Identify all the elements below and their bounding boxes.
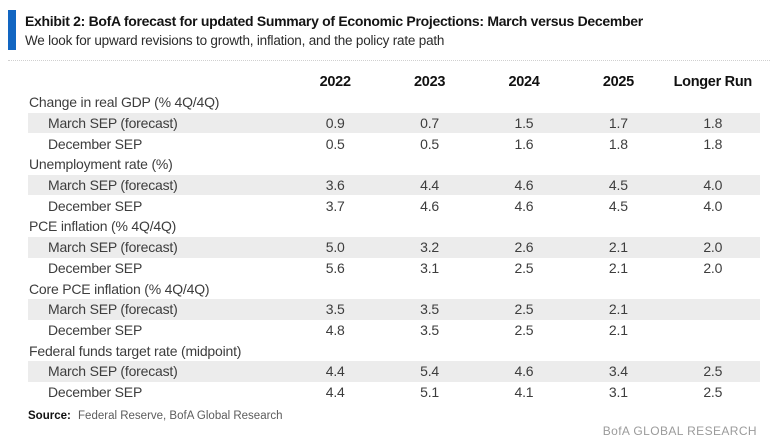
data-cell: 3.1 <box>608 383 628 400</box>
exhibit-header: Exhibit 2: BofA forecast for updated Sum… <box>8 10 643 50</box>
data-cell: 2.5 <box>703 363 723 380</box>
table-row: December SEP 4.4 5.1 4.1 3.1 2.5 <box>28 382 760 403</box>
data-cell: 4.6 <box>514 197 534 214</box>
row-label: March SEP (forecast) <box>48 363 178 380</box>
source-line: Source: Federal Reserve, BofA Global Res… <box>28 410 283 422</box>
table-row: March SEP (forecast) 3.5 3.5 2.5 2.1 <box>28 298 760 320</box>
data-cell: 4.4 <box>325 383 345 400</box>
row-label: March SEP (forecast) <box>48 115 178 132</box>
data-cell: 5.6 <box>325 259 345 276</box>
data-cell: 0.7 <box>420 115 440 132</box>
table-row: March SEP (forecast) 3.6 4.4 4.6 4.5 4.0 <box>28 174 760 196</box>
data-cell: 1.6 <box>514 135 534 152</box>
data-cell: 4.4 <box>420 177 440 194</box>
data-cell: 5.1 <box>420 383 440 400</box>
data-cell: 4.6 <box>420 197 440 214</box>
row-label: December SEP <box>48 135 143 152</box>
data-cell: 4.6 <box>514 177 534 194</box>
source-text: Federal Reserve, BofA Global Research <box>78 410 283 422</box>
column-header-2022: 2022 <box>319 74 351 90</box>
data-cell: 2.0 <box>703 259 723 276</box>
data-cell: 4.5 <box>608 177 628 194</box>
table-row: March SEP (forecast) 4.4 5.4 4.6 3.4 2.5 <box>28 360 760 382</box>
column-header-2025: 2025 <box>602 74 634 90</box>
data-cell: 1.7 <box>608 115 628 132</box>
data-cell: 5.0 <box>325 239 345 256</box>
data-cell: 2.0 <box>703 239 723 256</box>
data-cell: 4.1 <box>514 383 534 400</box>
header-divider <box>8 60 770 61</box>
table-row: December SEP 3.7 4.6 4.6 4.5 4.0 <box>28 195 760 216</box>
table-row: December SEP 5.6 3.1 2.5 2.1 2.0 <box>28 258 760 279</box>
data-cell: 2.1 <box>608 321 628 338</box>
data-cell: 3.5 <box>325 301 345 318</box>
row-label: December SEP <box>48 259 143 276</box>
data-cell: 2.1 <box>608 239 628 256</box>
column-header-longer-run: Longer Run <box>673 74 753 90</box>
header-text: Exhibit 2: BofA forecast for updated Sum… <box>25 10 643 50</box>
data-cell: 4.0 <box>703 177 723 194</box>
data-cell: 1.5 <box>514 115 534 132</box>
data-cell: 3.5 <box>420 301 440 318</box>
exhibit-subtitle: We look for upward revisions to growth, … <box>25 33 445 48</box>
data-cell: 3.6 <box>325 177 345 194</box>
section-label: Change in real GDP (% 4Q/4Q) <box>29 94 220 111</box>
row-label: March SEP (forecast) <box>48 177 178 194</box>
column-header-2024: 2024 <box>508 74 540 90</box>
data-cell: 0.9 <box>325 115 345 132</box>
data-cell: 4.8 <box>325 321 345 338</box>
bofa-global-research-watermark: BofA GLOBAL RESEARCH <box>602 424 757 438</box>
data-cell: 4.5 <box>608 197 628 214</box>
data-cell: 3.2 <box>420 239 440 256</box>
section-label: Unemployment rate (%) <box>29 156 173 173</box>
data-cell: 3.5 <box>420 321 440 338</box>
column-header-2023: 2023 <box>414 74 446 90</box>
data-cell: 1.8 <box>703 135 723 152</box>
data-cell: 2.6 <box>514 239 534 256</box>
row-label: December SEP <box>48 197 143 214</box>
data-cell: 0.5 <box>325 135 345 152</box>
data-cell: 4.6 <box>514 363 534 380</box>
section-header-row: PCE inflation (% 4Q/4Q) <box>28 216 760 237</box>
data-cell: 3.1 <box>420 259 440 276</box>
data-cell: 3.4 <box>608 363 628 380</box>
table-row: March SEP (forecast) 0.9 0.7 1.5 1.7 1.8 <box>28 112 760 134</box>
data-cell: 4.4 <box>325 363 345 380</box>
data-cell: 2.1 <box>608 259 628 276</box>
table-row: March SEP (forecast) 5.0 3.2 2.6 2.1 2.0 <box>28 236 760 258</box>
data-cell: 2.5 <box>703 383 723 400</box>
section-label: Federal funds target rate (midpoint) <box>29 342 242 359</box>
data-cell: 2.5 <box>514 301 534 318</box>
data-cell: 1.8 <box>703 115 723 132</box>
source-label: Source: <box>28 410 71 422</box>
data-cell: 4.0 <box>703 197 723 214</box>
row-label: March SEP (forecast) <box>48 301 178 318</box>
data-cell: 2.5 <box>514 321 534 338</box>
section-label: PCE inflation (% 4Q/4Q) <box>29 218 177 235</box>
accent-bar <box>8 10 16 50</box>
table-header-row: 2022 2023 2024 2025 Longer Run <box>28 66 760 92</box>
data-cell: 2.1 <box>608 301 628 318</box>
exhibit-title: Exhibit 2: BofA forecast for updated Sum… <box>25 13 643 29</box>
data-cell: 3.7 <box>325 197 345 214</box>
table-row: December SEP 4.8 3.5 2.5 2.1 <box>28 320 760 341</box>
section-label: Core PCE inflation (% 4Q/4Q) <box>29 280 210 297</box>
data-cell: 1.8 <box>608 135 628 152</box>
data-cell: 5.4 <box>420 363 440 380</box>
sep-forecast-table: 2022 2023 2024 2025 Longer Run Change in… <box>28 66 760 402</box>
section-header-row: Federal funds target rate (midpoint) <box>28 340 760 361</box>
section-header-row: Core PCE inflation (% 4Q/4Q) <box>28 278 760 299</box>
data-cell: 0.5 <box>420 135 440 152</box>
table-row: December SEP 0.5 0.5 1.6 1.8 1.8 <box>28 133 760 154</box>
row-label: March SEP (forecast) <box>48 239 178 256</box>
section-header-row: Change in real GDP (% 4Q/4Q) <box>28 92 760 113</box>
row-label: December SEP <box>48 383 143 400</box>
data-cell: 2.5 <box>514 259 534 276</box>
row-label: December SEP <box>48 321 143 338</box>
section-header-row: Unemployment rate (%) <box>28 154 760 175</box>
